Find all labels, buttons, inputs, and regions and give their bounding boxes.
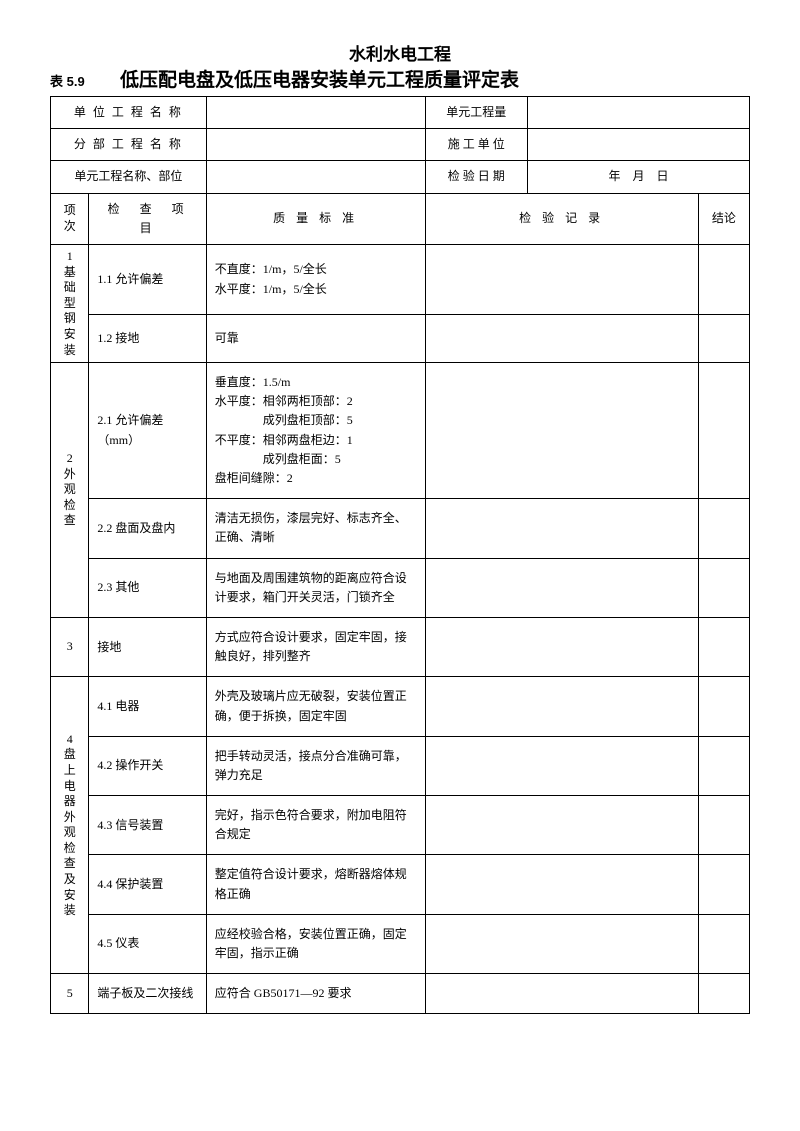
check-item: 4.1 电器	[89, 677, 206, 736]
inspect-date-label: 检 验 日 期	[425, 161, 527, 193]
header-block: 水利水电工程 表 5.9 低压配电盘及低压电器安装单元工程质量评定表	[50, 40, 750, 92]
evaluation-table: 单 位 工 程 名 称 单元工程量分 部 工 程 名 称 施 工 单 位单元工程名称…	[50, 96, 750, 1014]
conclusion-cell	[698, 315, 749, 363]
quality-standard: 清洁无损伤，漆层完好、标志齐全、正确、清晰	[206, 499, 425, 558]
conclusion-cell	[698, 974, 749, 1014]
col-item: 检 查 项 目	[89, 193, 206, 244]
section-3: 3	[51, 617, 89, 676]
qty-value	[528, 97, 750, 129]
element-value	[206, 161, 425, 193]
section-1: 1基础型钢安装	[51, 244, 89, 362]
conclusion-cell	[698, 244, 749, 314]
inspection-record	[425, 558, 698, 617]
inspection-record	[425, 617, 698, 676]
inspection-record	[425, 974, 698, 1014]
col-conclusion: 结论	[698, 193, 749, 244]
quality-standard: 不直度：1/m，5/全长水平度：1/m，5/全长	[206, 244, 425, 314]
check-item: 4.5 仪表	[89, 914, 206, 973]
section-4: 4盘上电器外观检查及安装	[51, 677, 89, 974]
check-item: 2.2 盘面及盘内	[89, 499, 206, 558]
quality-standard: 完好，指示色符合要求，附加电阻符合规定	[206, 796, 425, 855]
check-item: 1.2 接地	[89, 315, 206, 363]
main-title: 低压配电盘及低压电器安装单元工程质量评定表	[120, 65, 519, 92]
inspection-record	[425, 315, 698, 363]
inspection-record	[425, 855, 698, 914]
inspection-record	[425, 796, 698, 855]
quality-standard: 与地面及周围建筑物的距离应符合设计要求，箱门开关灵活，门锁齐全	[206, 558, 425, 617]
quality-standard: 垂直度：1.5/m水平度：相邻两柜顶部：2 成列盘柜顶部：5不平度：相邻两盘柜边…	[206, 363, 425, 499]
inspection-record	[425, 363, 698, 499]
section-5: 5	[51, 974, 89, 1014]
table-number: 表 5.9	[50, 71, 120, 90]
quality-standard: 应经校验合格，安装位置正确，固定牢固，指示正确	[206, 914, 425, 973]
unit-project-label: 单 位 工 程 名 称	[51, 97, 207, 129]
check-item: 2.1 允许偏差（mm）	[89, 363, 206, 499]
conclusion-cell	[698, 736, 749, 795]
check-item: 4.3 信号装置	[89, 796, 206, 855]
col-record: 检 验 记 录	[425, 193, 698, 244]
inspection-record	[425, 914, 698, 973]
construction-unit-value	[528, 129, 750, 161]
quality-standard: 整定值符合设计要求，熔断器熔体规格正确	[206, 855, 425, 914]
conclusion-cell	[698, 558, 749, 617]
check-item: 端子板及二次接线	[89, 974, 206, 1014]
check-item: 4.2 操作开关	[89, 736, 206, 795]
check-item: 1.1 允许偏差	[89, 244, 206, 314]
inspect-date-value: 年 月 日	[528, 161, 750, 193]
check-item: 接地	[89, 617, 206, 676]
inspection-record	[425, 244, 698, 314]
quality-standard: 外壳及玻璃片应无破裂，安装位置正确，便于拆换，固定牢固	[206, 677, 425, 736]
quality-standard: 方式应符合设计要求，固定牢固，接触良好，排列整齐	[206, 617, 425, 676]
unit-project-value	[206, 97, 425, 129]
construction-unit-label: 施 工 单 位	[425, 129, 527, 161]
col-seq: 项次	[51, 193, 89, 244]
inspection-record	[425, 499, 698, 558]
conclusion-cell	[698, 363, 749, 499]
supertitle: 水利水电工程	[50, 40, 750, 65]
inspection-record	[425, 736, 698, 795]
conclusion-cell	[698, 677, 749, 736]
inspection-record	[425, 677, 698, 736]
check-item: 4.4 保护装置	[89, 855, 206, 914]
section-2: 2外观检查	[51, 363, 89, 618]
quality-standard: 可靠	[206, 315, 425, 363]
conclusion-cell	[698, 855, 749, 914]
element-label: 单元工程名称、部位	[51, 161, 207, 193]
check-item: 2.3 其他	[89, 558, 206, 617]
quality-standard: 把手转动灵活，接点分合准确可靠，弹力充足	[206, 736, 425, 795]
sub-project-label: 分 部 工 程 名 称	[51, 129, 207, 161]
conclusion-cell	[698, 796, 749, 855]
conclusion-cell	[698, 617, 749, 676]
quality-standard: 应符合 GB50171—92 要求	[206, 974, 425, 1014]
conclusion-cell	[698, 499, 749, 558]
qty-label: 单元工程量	[425, 97, 527, 129]
col-standard: 质 量 标 准	[206, 193, 425, 244]
conclusion-cell	[698, 914, 749, 973]
sub-project-value	[206, 129, 425, 161]
